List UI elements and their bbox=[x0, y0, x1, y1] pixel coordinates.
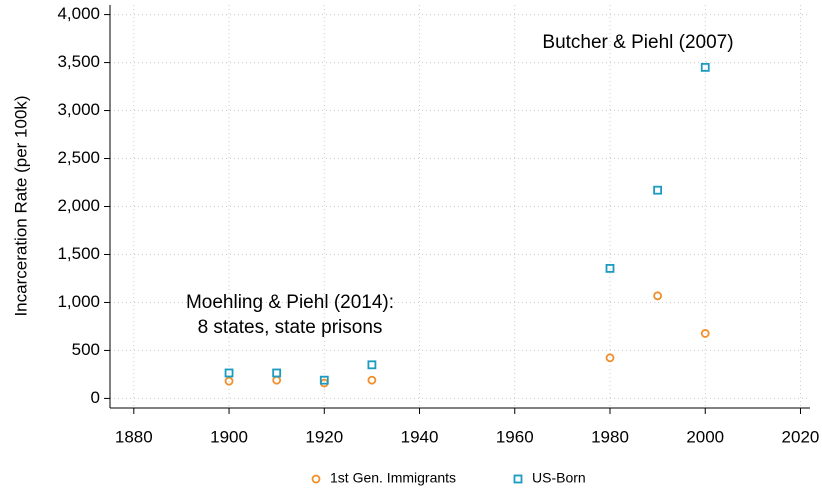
y-axis-label: Incarceration Rate (per 100k) bbox=[11, 95, 30, 316]
annotation: 8 states, state prisons bbox=[198, 317, 383, 338]
point bbox=[367, 360, 377, 370]
x-tick-label: 1880 bbox=[115, 427, 153, 446]
point bbox=[653, 185, 663, 195]
y-tick-label: 1,500 bbox=[57, 244, 100, 263]
legend-label: US-Born bbox=[532, 470, 586, 486]
point bbox=[605, 353, 615, 363]
y-tick-label: 2,000 bbox=[57, 196, 100, 215]
point bbox=[700, 62, 710, 72]
point bbox=[224, 376, 234, 386]
point bbox=[700, 329, 710, 338]
x-tick-label: 2020 bbox=[782, 427, 820, 446]
y-tick-label: 500 bbox=[72, 340, 100, 359]
point bbox=[367, 375, 377, 385]
point bbox=[272, 368, 282, 378]
x-tick-label: 1940 bbox=[401, 427, 439, 446]
point bbox=[605, 263, 615, 273]
x-tick-label: 1920 bbox=[305, 427, 343, 446]
x-tick-label: 1960 bbox=[496, 427, 534, 446]
point bbox=[653, 291, 663, 301]
y-tick-label: 3,500 bbox=[57, 52, 100, 71]
x-tick-label: 2000 bbox=[686, 427, 724, 446]
annotation: Moehling & Piehl (2014): bbox=[186, 292, 394, 313]
legend-marker bbox=[513, 474, 523, 484]
point bbox=[224, 368, 234, 378]
point bbox=[272, 375, 282, 385]
legend-label: 1st Gen. Immigrants bbox=[330, 470, 456, 486]
y-tick-label: 4,000 bbox=[57, 4, 100, 23]
annotation: Butcher & Piehl (2007) bbox=[542, 32, 733, 53]
y-tick-label: 0 bbox=[91, 388, 100, 407]
x-tick-label: 1900 bbox=[210, 427, 248, 446]
point bbox=[319, 375, 329, 385]
y-tick-label: 2,500 bbox=[57, 148, 100, 167]
legend-marker bbox=[311, 474, 321, 484]
y-tick-label: 3,000 bbox=[57, 100, 100, 119]
x-tick-label: 1980 bbox=[591, 427, 629, 446]
y-tick-label: 1,000 bbox=[57, 292, 100, 311]
